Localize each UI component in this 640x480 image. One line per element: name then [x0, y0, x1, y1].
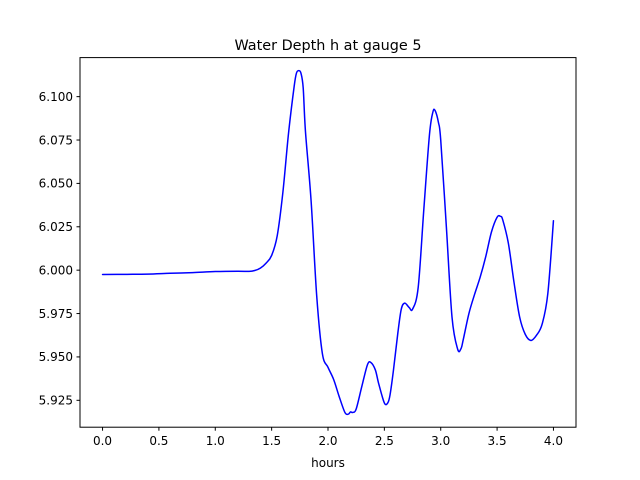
x-tick-label: 3.5	[488, 434, 507, 448]
axis-ticks: 0.0 0.5 1.0 1.5 2.0 2.5 3.0 3.5 4.0 5.925 5.950 5.9…	[39, 90, 563, 448]
y-tick-label: 6.050	[39, 177, 73, 191]
x-tick-label: 1.5	[262, 434, 281, 448]
y-tick-label: 6.000	[39, 263, 73, 277]
plot-area	[101, 69, 555, 416]
y-tick-label: 5.975	[39, 307, 73, 321]
x-tick-label: 0.5	[149, 434, 168, 448]
plot-frame	[79, 57, 577, 428]
x-tick-label: 1.0	[206, 434, 225, 448]
y-tick-label: 6.025	[39, 220, 73, 234]
x-tick-label: 4.0	[544, 434, 563, 448]
y-tick-label: 5.925	[39, 394, 73, 408]
chart-title: Water Depth h at gauge 5	[234, 38, 421, 54]
y-tick-label: 5.950	[39, 350, 73, 364]
x-tick-label: 0.0	[93, 434, 112, 448]
x-axis-label: hours	[311, 456, 345, 470]
y-tick-label: 6.100	[39, 90, 73, 104]
x-tick-label: 2.5	[375, 434, 394, 448]
water-depth-series-line	[101, 69, 555, 416]
y-tick-label: 6.075	[39, 133, 73, 147]
x-tick-label: 3.0	[431, 434, 450, 448]
x-tick-label: 2.0	[318, 434, 337, 448]
